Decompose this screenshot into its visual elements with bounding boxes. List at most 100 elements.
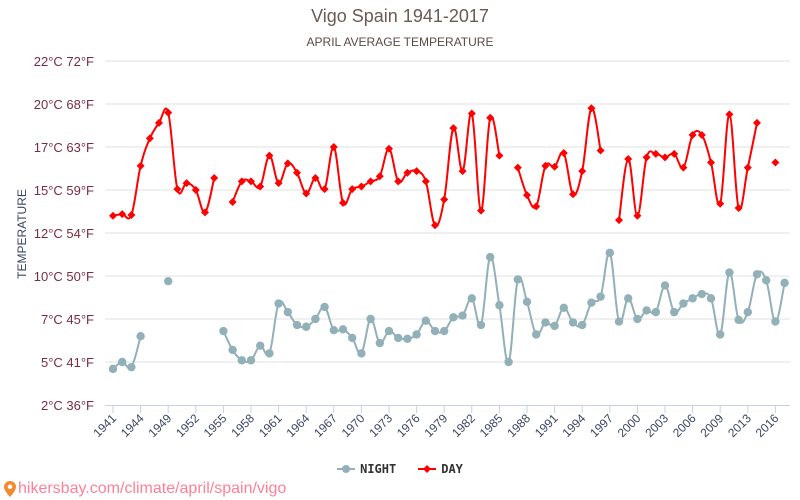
day-point[interactable] [293, 168, 301, 177]
day-point[interactable] [283, 159, 292, 168]
day-point[interactable] [256, 182, 265, 191]
day-point[interactable] [366, 177, 375, 186]
day-point[interactable] [486, 113, 495, 122]
night-point[interactable] [311, 314, 320, 324]
night-point[interactable] [430, 326, 440, 336]
night-point[interactable] [780, 278, 789, 288]
day-point[interactable] [440, 195, 449, 204]
day-point[interactable] [274, 179, 283, 188]
night-point[interactable] [706, 294, 716, 303]
day-point[interactable] [734, 204, 743, 213]
day-point[interactable] [707, 158, 715, 167]
night-point[interactable] [127, 362, 136, 372]
legend-item-day[interactable]: DAY [418, 462, 463, 476]
night-point[interactable] [541, 318, 550, 327]
day-point[interactable] [201, 208, 209, 217]
day-point[interactable] [467, 109, 476, 118]
day-point[interactable] [753, 118, 761, 127]
night-point[interactable] [771, 317, 780, 326]
day-point[interactable] [265, 151, 274, 160]
day-point[interactable] [339, 198, 347, 207]
night-point[interactable] [587, 298, 596, 307]
night-point[interactable] [762, 276, 771, 285]
day-point[interactable] [532, 202, 541, 211]
night-point[interactable] [440, 326, 449, 336]
day-point[interactable] [421, 177, 430, 186]
day-point[interactable] [569, 190, 577, 199]
night-point[interactable] [375, 338, 384, 348]
night-point[interactable] [467, 294, 476, 303]
day-point[interactable] [320, 185, 329, 194]
night-point[interactable] [449, 313, 458, 322]
day-point[interactable] [302, 189, 311, 198]
day-point[interactable] [385, 144, 393, 153]
night-point[interactable] [118, 357, 127, 367]
day-point[interactable] [182, 179, 191, 188]
day-point[interactable] [136, 161, 145, 170]
night-point[interactable] [366, 314, 375, 324]
day-point[interactable] [523, 191, 531, 200]
day-point[interactable] [145, 134, 154, 143]
day-point[interactable] [541, 161, 550, 170]
night-point[interactable] [357, 349, 366, 358]
day-point[interactable] [247, 177, 255, 186]
day-point[interactable] [348, 185, 357, 194]
night-point[interactable] [559, 303, 568, 313]
night-point[interactable] [550, 321, 559, 331]
legend-item-night[interactable]: NIGHT [337, 462, 396, 476]
night-point[interactable] [320, 302, 329, 312]
day-point[interactable] [716, 199, 725, 208]
day-point[interactable] [237, 177, 246, 186]
day-point[interactable] [688, 130, 697, 139]
day-point[interactable] [651, 149, 660, 158]
day-point[interactable] [633, 211, 642, 220]
night-point[interactable] [486, 252, 495, 262]
night-point[interactable] [228, 345, 237, 355]
day-point[interactable] [771, 158, 780, 167]
night-point[interactable] [348, 333, 357, 343]
day-point[interactable] [596, 146, 605, 155]
day-point[interactable] [587, 104, 596, 113]
night-point[interactable] [476, 320, 486, 330]
night-point[interactable] [568, 318, 578, 327]
night-point[interactable] [596, 292, 605, 301]
day-point[interactable] [697, 130, 706, 139]
night-point[interactable] [532, 330, 541, 339]
night-point[interactable] [725, 268, 734, 277]
night-point[interactable] [292, 320, 302, 330]
day-point[interactable] [375, 172, 384, 181]
night-point[interactable] [504, 357, 513, 367]
night-point[interactable] [578, 320, 587, 330]
night-point[interactable] [412, 330, 421, 339]
night-point[interactable] [642, 306, 651, 315]
night-point[interactable] [394, 333, 403, 343]
day-point[interactable] [127, 210, 136, 219]
night-point[interactable] [108, 364, 118, 374]
night-point[interactable] [421, 316, 430, 325]
day-point[interactable] [412, 167, 421, 176]
day-point[interactable] [449, 124, 458, 133]
night-point[interactable] [688, 294, 697, 303]
day-point[interactable] [743, 163, 752, 172]
day-point[interactable] [679, 163, 688, 172]
night-point[interactable] [679, 299, 688, 308]
night-point[interactable] [513, 275, 522, 284]
day-point[interactable] [210, 173, 219, 182]
night-point[interactable] [338, 325, 348, 334]
day-point[interactable] [311, 173, 320, 182]
night-point[interactable] [743, 307, 752, 317]
night-point[interactable] [670, 307, 679, 317]
day-point[interactable] [513, 163, 522, 172]
day-point[interactable] [559, 149, 568, 158]
night-point[interactable] [384, 326, 394, 336]
night-point[interactable] [633, 314, 642, 324]
day-point[interactable] [329, 143, 338, 151]
night-point[interactable] [660, 281, 670, 290]
day-point[interactable] [670, 149, 679, 158]
source-link[interactable]: hikersbay.com/climate/april/spain/vigo [4, 480, 286, 498]
day-point[interactable] [578, 167, 587, 176]
night-point[interactable] [752, 270, 762, 279]
night-point[interactable] [274, 299, 283, 308]
day-point[interactable] [118, 210, 127, 219]
day-point[interactable] [164, 108, 173, 117]
